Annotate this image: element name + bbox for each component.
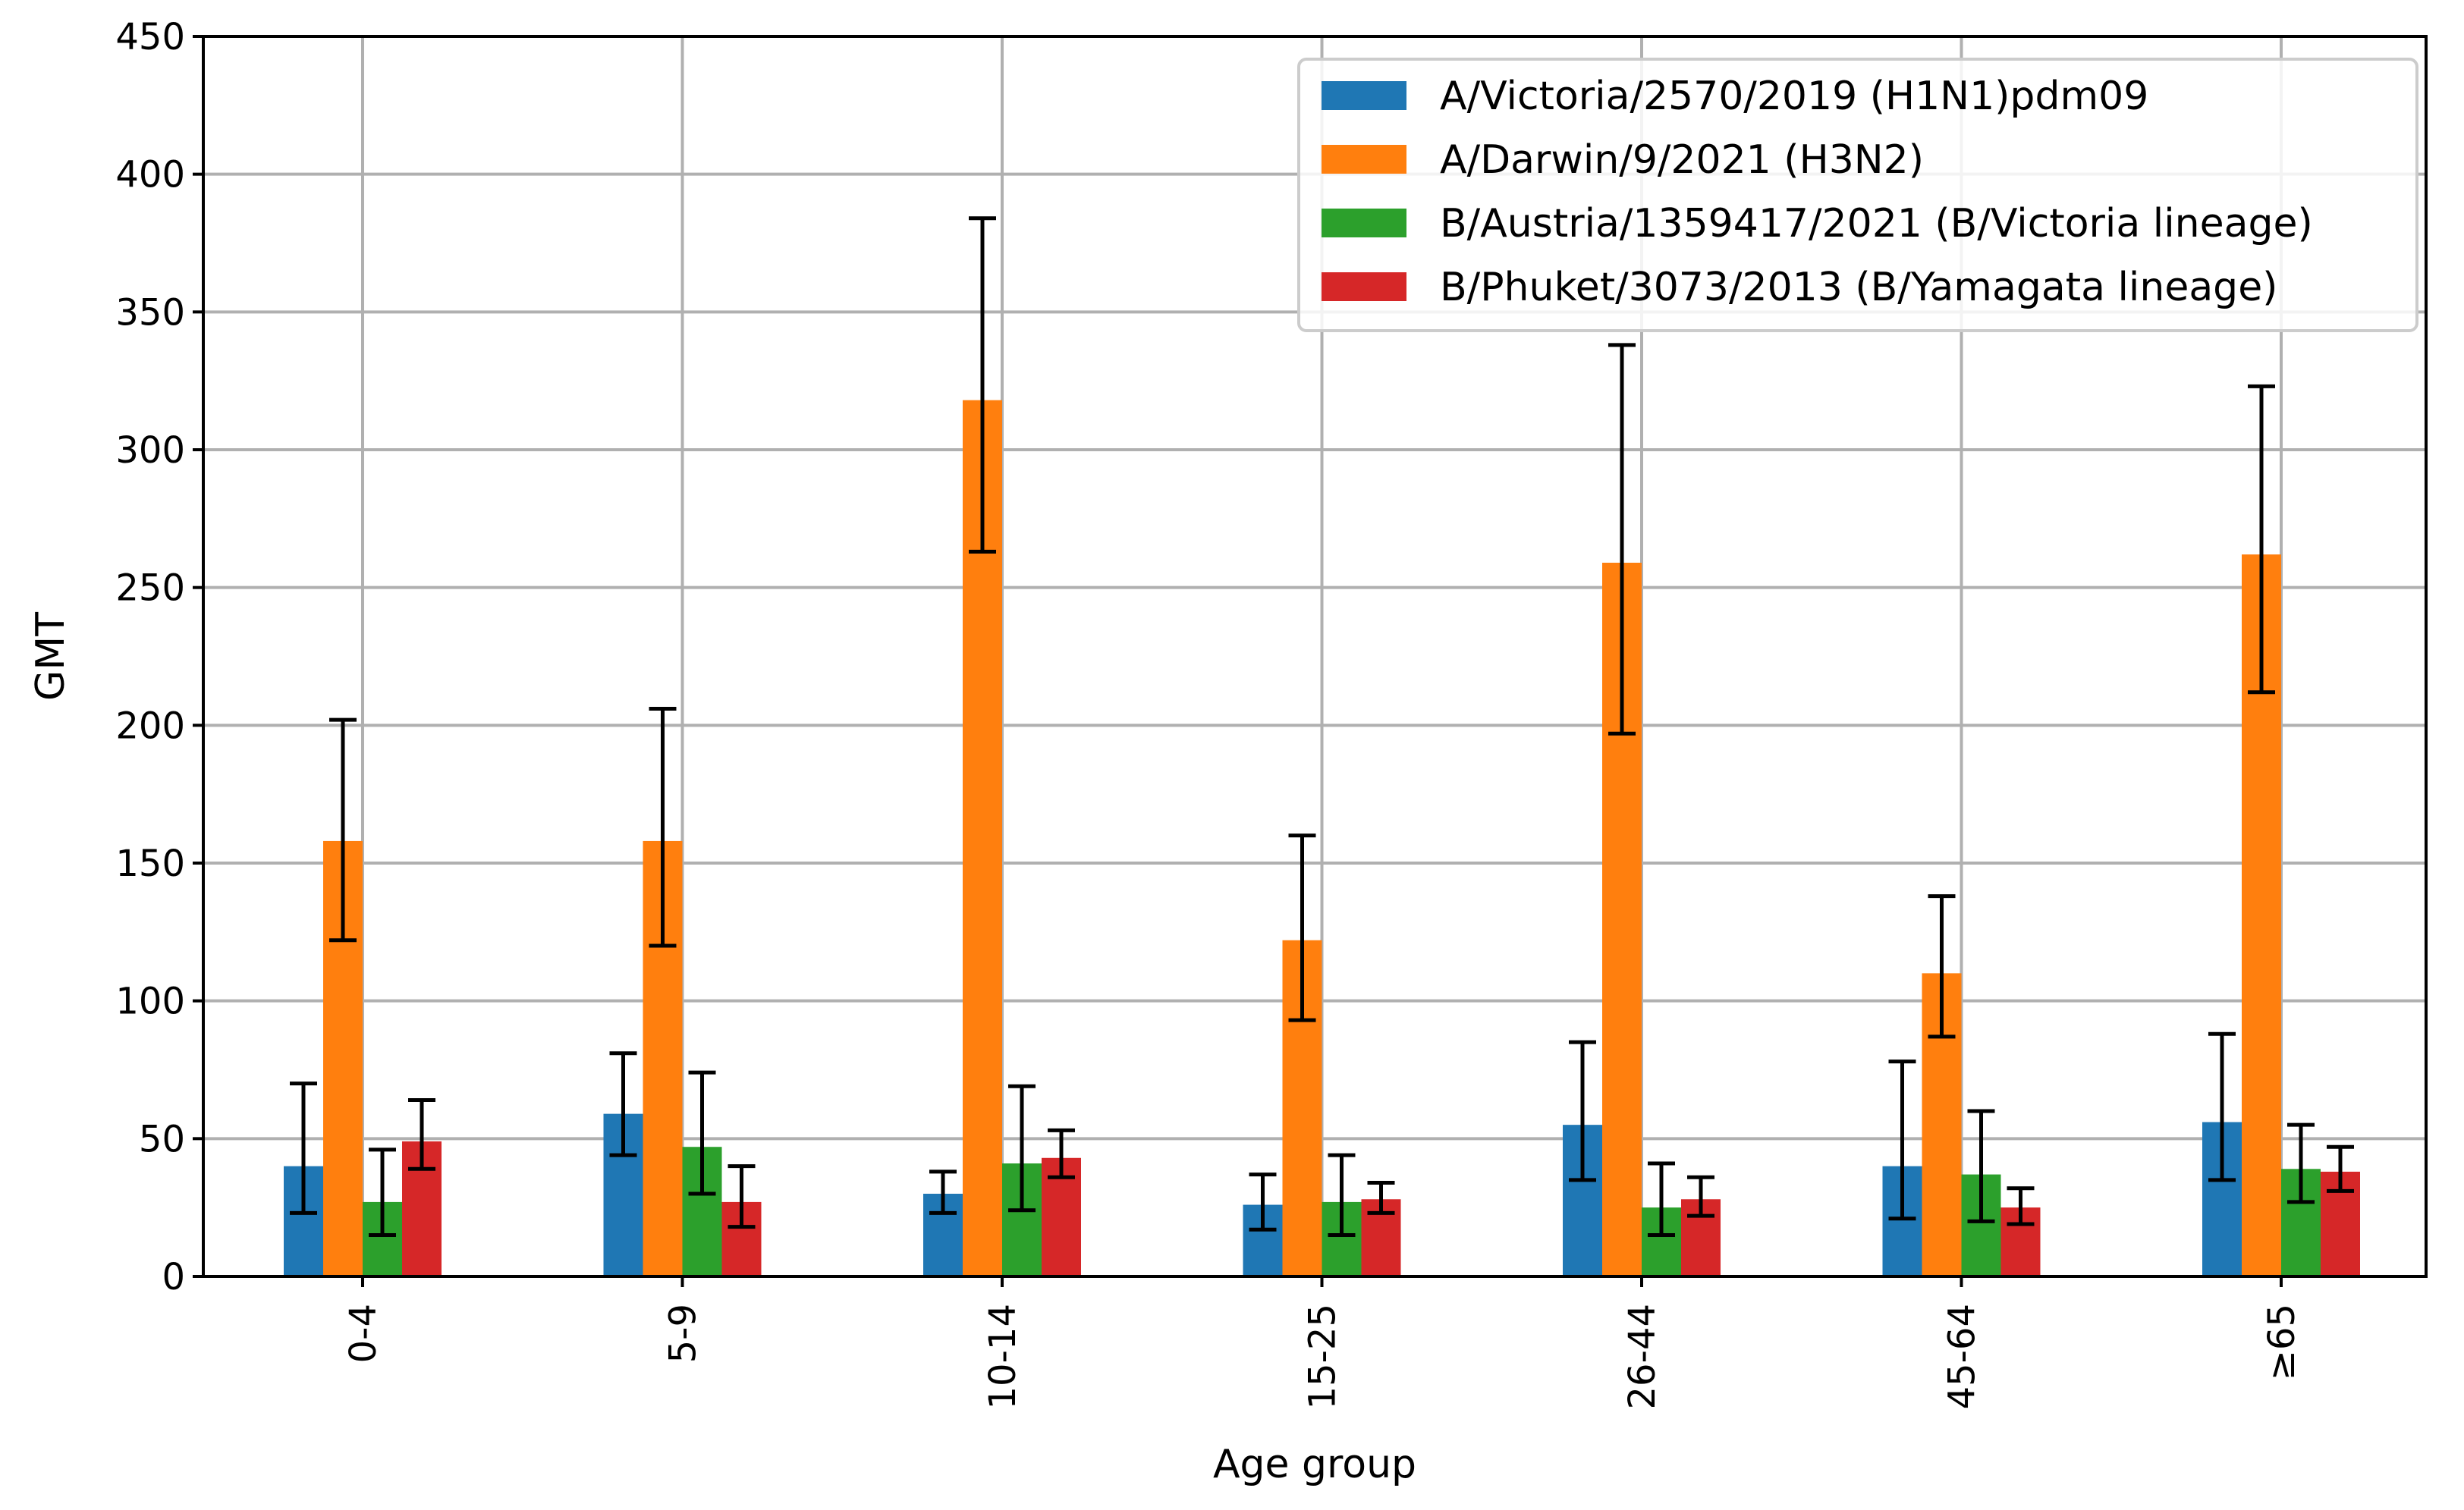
y-axis-label: GMT — [28, 612, 74, 701]
legend-label: A/Victoria/2570/2019 (H1N1)pdm09 — [1440, 74, 2148, 119]
error-bars — [290, 216, 2354, 1237]
x-axis-ticks: 0-4 5-9 10-14 15-25 26-44 45-64 ≥65 — [342, 1276, 2303, 1409]
legend-swatch — [1322, 272, 1406, 301]
x-tick-label: 45-64 — [1941, 1304, 1984, 1409]
y-tick-label: 250 — [115, 567, 185, 610]
y-tick-label: 100 — [115, 981, 185, 1023]
legend-label: B/Phuket/3073/2013 (B/Yamagata lineage) — [1440, 265, 2277, 310]
legend-label: B/Austria/1359417/2021 (B/Victoria linea… — [1440, 201, 2313, 246]
legend-swatch — [1322, 145, 1406, 174]
x-tick-label: ≥65 — [2261, 1304, 2303, 1380]
x-tick-label: 10-14 — [982, 1304, 1024, 1409]
plot-frame — [202, 35, 2428, 1278]
y-axis-ticks: 0 50 100 150 200 250 300 350 400 450 — [115, 16, 203, 1298]
y-tick-label: 300 — [115, 429, 185, 472]
y-tick-label: 200 — [115, 705, 185, 747]
x-axis-label: Age group — [1213, 1442, 1416, 1487]
legend-swatch — [1322, 81, 1406, 110]
y-tick-label: 400 — [115, 154, 185, 196]
x-tick-label: 15-25 — [1302, 1304, 1344, 1409]
y-tick-label: 50 — [139, 1118, 185, 1160]
legend-label: A/Darwin/9/2021 (H3N2) — [1440, 137, 1924, 183]
x-tick-label: 5-9 — [662, 1304, 705, 1363]
x-tick-label: 26-44 — [1621, 1304, 1664, 1409]
y-tick-label: 450 — [115, 16, 185, 58]
y-tick-label: 150 — [115, 843, 185, 885]
legend: A/Victoria/2570/2019 (H1N1)pdm09 A/Darwin… — [1297, 58, 2418, 332]
legend-box — [1297, 58, 2418, 332]
x-tick-label: 0-4 — [342, 1304, 385, 1363]
y-tick-label: 0 — [162, 1256, 185, 1298]
y-tick-label: 350 — [115, 291, 185, 334]
legend-swatch — [1322, 209, 1406, 237]
